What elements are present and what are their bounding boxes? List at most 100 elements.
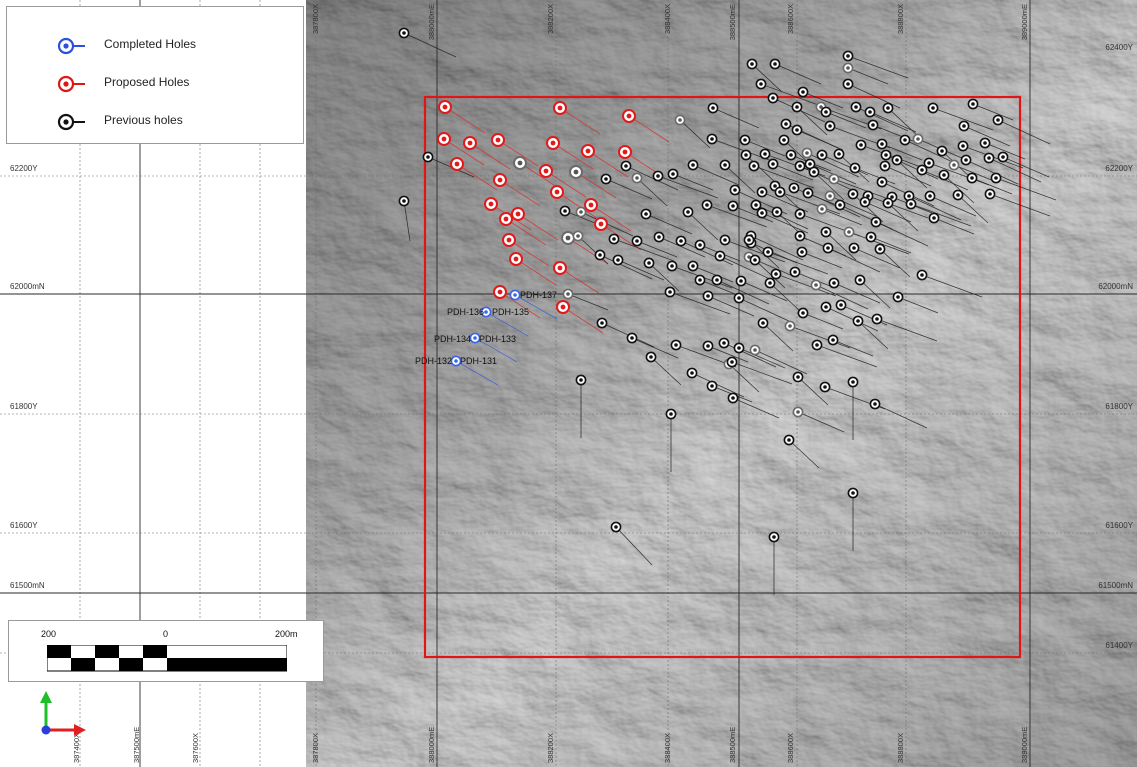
previous-hole-marker[interactable] (694, 274, 706, 286)
previous-hole-marker[interactable] (819, 381, 831, 393)
previous-hole-marker[interactable] (879, 160, 891, 172)
previous-hole-marker[interactable] (835, 299, 847, 311)
previous-hole-marker[interactable] (824, 120, 836, 132)
previous-hole-marker[interactable] (924, 190, 936, 202)
previous-hole-marker[interactable] (714, 250, 726, 262)
previous-hole-marker[interactable] (694, 239, 706, 251)
previous-hole-marker[interactable] (938, 169, 950, 181)
previous-hole-marker[interactable] (880, 149, 892, 161)
proposed-hole-marker[interactable] (546, 136, 560, 150)
previous-hole-marker[interactable] (820, 106, 832, 118)
proposed-hole-marker[interactable] (553, 261, 567, 275)
previous-hole-marker[interactable] (575, 206, 587, 218)
previous-hole-marker[interactable] (882, 197, 894, 209)
previous-hole-marker[interactable] (927, 102, 939, 114)
previous-hole-marker[interactable] (626, 332, 638, 344)
previous-hole-marker[interactable] (701, 199, 713, 211)
previous-hole-marker[interactable] (789, 266, 801, 278)
previous-hole-marker[interactable] (774, 186, 786, 198)
previous-hole-marker[interactable] (674, 114, 686, 126)
previous-hole-marker[interactable] (792, 406, 804, 418)
previous-hole-marker[interactable] (882, 102, 894, 114)
previous-hole-marker[interactable] (810, 279, 822, 291)
previous-hole-marker[interactable] (794, 208, 806, 220)
previous-hole-marker[interactable] (859, 196, 871, 208)
previous-hole-marker[interactable] (707, 102, 719, 114)
previous-hole-marker[interactable] (702, 340, 714, 352)
previous-hole-marker[interactable] (816, 203, 828, 215)
proposed-hole-marker[interactable] (450, 157, 464, 171)
previous-hole-marker[interactable] (876, 176, 888, 188)
previous-hole-marker[interactable] (726, 356, 738, 368)
previous-hole-marker[interactable] (797, 86, 809, 98)
previous-hole-marker[interactable] (811, 339, 823, 351)
previous-hole-marker[interactable] (740, 149, 752, 161)
previous-hole-marker[interactable] (847, 376, 859, 388)
previous-hole-marker[interactable] (854, 274, 866, 286)
proposed-hole-marker[interactable] (502, 233, 516, 247)
previous-hole-marker[interactable] (936, 145, 948, 157)
previous-hole-marker[interactable] (762, 246, 774, 258)
proposed-hole-marker[interactable] (513, 156, 527, 170)
previous-hole-marker[interactable] (739, 134, 751, 146)
proposed-hole-marker[interactable] (491, 133, 505, 147)
previous-hole-marker[interactable] (958, 120, 970, 132)
previous-hole-marker[interactable] (952, 189, 964, 201)
previous-hole-marker[interactable] (871, 313, 883, 325)
proposed-hole-marker[interactable] (569, 165, 583, 179)
previous-hole-marker[interactable] (874, 243, 886, 255)
previous-hole-marker[interactable] (757, 317, 769, 329)
previous-hole-marker[interactable] (828, 277, 840, 289)
previous-hole-marker[interactable] (600, 173, 612, 185)
previous-hole-marker[interactable] (785, 149, 797, 161)
previous-hole-marker[interactable] (912, 133, 924, 145)
previous-hole-marker[interactable] (398, 27, 410, 39)
previous-hole-marker[interactable] (847, 487, 859, 499)
previous-hole-marker[interactable] (850, 101, 862, 113)
previous-hole-marker[interactable] (666, 260, 678, 272)
previous-hole-marker[interactable] (892, 291, 904, 303)
previous-hole-marker[interactable] (767, 158, 779, 170)
previous-hole-marker[interactable] (852, 315, 864, 327)
previous-hole-marker[interactable] (794, 160, 806, 172)
previous-hole-marker[interactable] (727, 392, 739, 404)
previous-hole-marker[interactable] (771, 206, 783, 218)
previous-hole-marker[interactable] (891, 154, 903, 166)
previous-hole-marker[interactable] (796, 246, 808, 258)
previous-hole-marker[interactable] (750, 199, 762, 211)
previous-hole-marker[interactable] (687, 159, 699, 171)
previous-hole-marker[interactable] (768, 531, 780, 543)
previous-hole-marker[interactable] (820, 301, 832, 313)
previous-hole-marker[interactable] (770, 268, 782, 280)
previous-hole-marker[interactable] (801, 147, 813, 159)
completed-hole-marker[interactable] (469, 332, 481, 344)
previous-hole-marker[interactable] (594, 249, 606, 261)
previous-hole-marker[interactable] (979, 137, 991, 149)
proposed-hole-marker[interactable] (484, 197, 498, 211)
previous-hole-marker[interactable] (865, 231, 877, 243)
proposed-hole-marker[interactable] (581, 144, 595, 158)
previous-hole-marker[interactable] (733, 342, 745, 354)
previous-hole-marker[interactable] (735, 275, 747, 287)
previous-hole-marker[interactable] (612, 254, 624, 266)
previous-hole-marker[interactable] (794, 230, 806, 242)
previous-hole-marker[interactable] (398, 195, 410, 207)
previous-hole-marker[interactable] (791, 124, 803, 136)
proposed-hole-marker[interactable] (463, 136, 477, 150)
previous-hole-marker[interactable] (984, 188, 996, 200)
previous-hole-marker[interactable] (960, 154, 972, 166)
previous-hole-marker[interactable] (670, 339, 682, 351)
previous-hole-marker[interactable] (729, 184, 741, 196)
proposed-hole-marker[interactable] (499, 212, 513, 226)
previous-hole-marker[interactable] (870, 216, 882, 228)
previous-hole-marker[interactable] (610, 521, 622, 533)
previous-hole-marker[interactable] (608, 233, 620, 245)
previous-hole-marker[interactable] (769, 58, 781, 70)
previous-hole-marker[interactable] (620, 160, 632, 172)
previous-hole-marker[interactable] (756, 186, 768, 198)
previous-hole-marker[interactable] (743, 234, 755, 246)
previous-hole-marker[interactable] (706, 380, 718, 392)
proposed-hole-marker[interactable] (493, 173, 507, 187)
previous-hole-marker[interactable] (749, 254, 761, 266)
previous-hole-marker[interactable] (791, 101, 803, 113)
